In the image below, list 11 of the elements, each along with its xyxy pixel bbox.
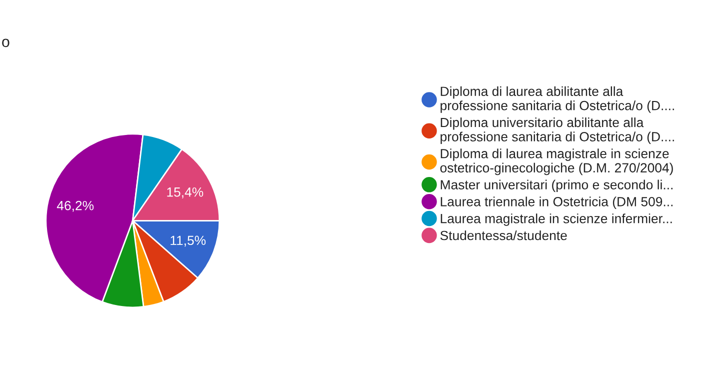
legend-label: Laurea magistrale in scienze infermier... xyxy=(440,214,672,226)
legend-label: Studentessa/studente xyxy=(440,230,567,240)
chart-title: o xyxy=(2,38,10,48)
legend-label: Master universitari (primo e secondo li... xyxy=(440,180,672,192)
data-label: 15,4% xyxy=(167,187,204,198)
data-label: 11,5% xyxy=(170,236,206,247)
legend-label: Diploma universitario abilitante alla professione sanitaria di Ostetrica/o (D.... xyxy=(440,117,674,144)
legend-label: Diploma di laurea magistrale in scienze ostetrico-ginecologiche (D.M. 270/2004) xyxy=(440,148,673,176)
data-label: 46,2% xyxy=(56,200,94,212)
legend-label: Laurea triennale in Ostetricia (DM 509... xyxy=(440,196,673,209)
legend-label: Diploma di laurea abilitante alla professione sanitaria di Ostetrica/o (D.... xyxy=(440,86,674,113)
